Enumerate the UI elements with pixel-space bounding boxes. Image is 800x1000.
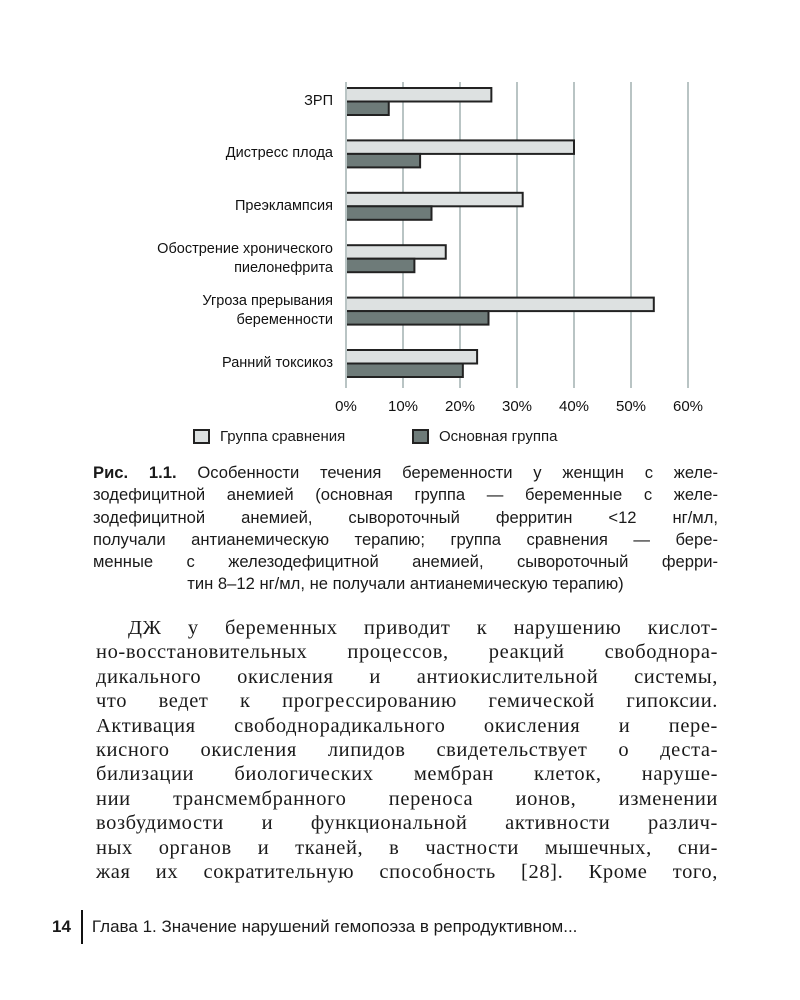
category-label: Угроза прерывания беременности: [202, 292, 333, 330]
body-line: Активация свободнорадикального окисления…: [96, 714, 718, 737]
body-line: ДЖ у беременных приводит к нарушению кис…: [128, 617, 718, 639]
x-tick-label: 60%: [673, 398, 703, 415]
legend-swatch-light: [193, 429, 210, 444]
category-label-line: беременности: [236, 312, 333, 329]
body-line: но-восстановительных процессов, реакций …: [96, 641, 718, 664]
body-line: нии трансмембранного переноса ионов, изм…: [96, 787, 718, 810]
figure-caption: Рис. 1.1. Особенности течения беременнос…: [93, 462, 718, 596]
bar-main: [345, 257, 416, 274]
body-line: дикального окисления и антиокислительной…: [96, 665, 718, 688]
body-line: кисного окисления липидов свидетельствуе…: [96, 739, 718, 762]
bar-main: [345, 205, 433, 221]
body-line: ных органов и тканей, в частности мышечн…: [96, 836, 718, 859]
x-tick-label: 40%: [559, 398, 589, 415]
bar-main: [345, 100, 390, 116]
category-label: Дистресс плода: [226, 144, 333, 163]
x-tick-label: 0%: [335, 398, 357, 415]
bar-comparison: [345, 349, 479, 365]
category-label-line: пиелонефрита: [234, 259, 333, 276]
body-line: возбудимости и функциональной активности…: [96, 812, 718, 835]
category-label-line: ЗРП: [304, 93, 333, 109]
body-text: ДЖ у беременных приводит к нарушению кис…: [96, 616, 718, 884]
category-label: ЗРП: [304, 92, 333, 111]
category-label: Ранний токсикоз: [222, 354, 333, 373]
category-label: Обострение хронического пиелонефрита: [157, 240, 333, 278]
bar-main: [345, 362, 464, 378]
bar-main: [345, 310, 490, 326]
legend-label: Группа сравнения: [220, 428, 346, 445]
body-line: билизации биологических мембран клеток, …: [96, 763, 718, 786]
caption-text: Особенности течения беременности у женщи…: [197, 463, 718, 482]
bar-comparison: [345, 244, 447, 260]
bar-comparison: [345, 191, 524, 208]
category-label-line: Ранний токсикоз: [222, 355, 333, 371]
page-footer: 14 Глава 1. Значение нарушений гемопоэза…: [52, 910, 577, 944]
caption-line: тин 8–12 нг/мл, не получали антианемичес…: [187, 574, 624, 594]
footer-divider: [80, 910, 83, 944]
bar-comparison: [345, 296, 655, 313]
legend-item-comparison: Группа сравнения: [193, 428, 345, 445]
bar-chart: 0% 10% 20% 30% 40% 50% 60%: [335, 82, 703, 415]
x-tick-label: 10%: [388, 398, 418, 415]
caption-label: Рис. 1.1.: [93, 463, 177, 482]
bar-comparison: [345, 87, 493, 103]
x-tick-label: 50%: [616, 398, 646, 415]
x-tick-label: 20%: [445, 398, 475, 415]
category-label-line: Преэклампсия: [234, 197, 333, 214]
category-label-line: Обострение хронического: [157, 240, 333, 257]
legend-label: Основная группа: [439, 428, 558, 445]
body-line: жая их сократительную способность [28]. …: [96, 861, 718, 884]
x-tick-label: 30%: [502, 398, 532, 415]
category-label: Преэклампсия: [235, 197, 333, 216]
body-line: что ведет к прогрессированию гемической …: [96, 690, 718, 713]
caption-line: Рис. 1.1. Особенности течения беременнос…: [93, 462, 718, 484]
caption-line: менные с железодефицитной анемией, сывор…: [93, 552, 718, 572]
running-title: Глава 1. Значение нарушений гемопоэза в …: [91, 917, 578, 936]
bar-comparison: [345, 139, 575, 155]
caption-line: зодефицитной анемией, сывороточный ферри…: [93, 507, 718, 527]
category-label-line: Угроза прерывания: [202, 293, 333, 310]
bar-main: [345, 152, 422, 169]
caption-line: получали антианемическую терапию; группа…: [93, 529, 718, 549]
caption-line: зодефицитной анемией (основная группа — …: [93, 485, 718, 505]
legend-swatch-dark: [412, 429, 429, 444]
page-number: 14: [52, 917, 71, 936]
legend-item-main: Основная группа: [412, 428, 557, 445]
category-label-line: Дистресс плода: [225, 145, 333, 162]
